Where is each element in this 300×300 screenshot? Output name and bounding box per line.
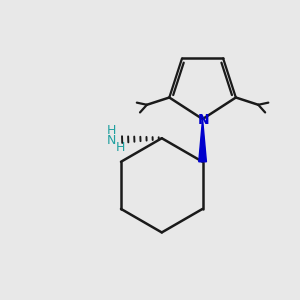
- Text: N: N: [198, 113, 210, 127]
- Text: H: H: [107, 124, 116, 137]
- Text: N: N: [107, 134, 116, 147]
- Text: H: H: [115, 141, 125, 154]
- Polygon shape: [199, 119, 206, 162]
